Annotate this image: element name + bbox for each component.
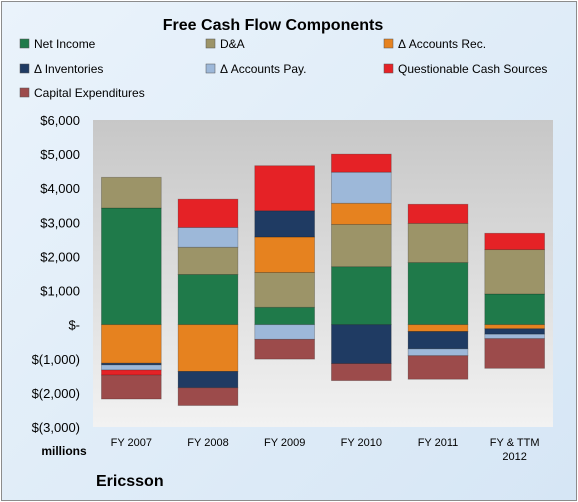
legend-d-a-swatch bbox=[205, 38, 216, 49]
chart-title: Free Cash Flow Components bbox=[163, 17, 384, 34]
x-axis: FY 2007 FY 2008 FY 2009 FY 2010 FY 2011 FY & … bbox=[111, 437, 540, 463]
bar-segment-accounts-rec bbox=[331, 202, 392, 225]
legend-d-a-label: D&A bbox=[220, 37, 245, 51]
bar-segment-questionable-cash-sources bbox=[331, 153, 392, 173]
bar-segment-net-income bbox=[407, 262, 469, 326]
bar-segment-inventories bbox=[331, 324, 392, 364]
legend-inventories-label: Δ Inventories bbox=[34, 62, 103, 76]
bar-segment-accounts-pay bbox=[254, 324, 315, 340]
legend-questionable-cash-sources-swatch bbox=[383, 63, 394, 74]
y-tick-label: $(3,000) bbox=[32, 420, 80, 435]
y-tick-label: $6,000 bbox=[40, 113, 80, 128]
x-tick-label: FY 2009 bbox=[264, 437, 305, 449]
bar-segment-d-a bbox=[101, 176, 162, 209]
bar-segment-d-a bbox=[407, 222, 469, 263]
bar-segment-d-a bbox=[484, 249, 545, 295]
legend-questionable-cash-sources-label: Questionable Cash Sources bbox=[398, 62, 547, 76]
bar-segment-d-a bbox=[177, 246, 239, 275]
legend-accounts-pay-label: Δ Accounts Pay. bbox=[220, 62, 307, 76]
x-tick-label: FY & TTM bbox=[490, 437, 540, 449]
y-tick-label: $(1,000) bbox=[32, 352, 80, 367]
legend-net-income-swatch bbox=[19, 38, 30, 49]
legend-accounts-pay-swatch bbox=[205, 63, 216, 74]
bar-segment-questionable-cash-sources bbox=[254, 165, 315, 212]
bar-segment-capital-expenditures bbox=[101, 374, 162, 400]
bar-segment-questionable-cash-sources bbox=[484, 232, 545, 251]
bar-segment-accounts-pay bbox=[101, 364, 162, 371]
bar-segment-capital-expenditures bbox=[254, 338, 315, 360]
legend-capital-expenditures-label: Capital Expenditures bbox=[34, 86, 145, 100]
bar-segment-accounts-pay bbox=[484, 333, 545, 340]
bar-segment-accounts-rec bbox=[407, 324, 469, 332]
bar-segment-inventories bbox=[407, 331, 469, 350]
y-tick-label: $- bbox=[68, 318, 80, 333]
bar-segment-capital-expenditures bbox=[484, 338, 545, 369]
bar-segment-inventories bbox=[484, 328, 545, 335]
plot-area bbox=[93, 120, 553, 427]
x-tick-label: FY 2010 bbox=[341, 437, 382, 449]
x-tick-label: FY 2007 bbox=[111, 437, 152, 449]
company-label: Ericsson bbox=[96, 473, 164, 490]
y-tick-label: $2,000 bbox=[40, 249, 80, 264]
unit-label: millions bbox=[41, 444, 87, 458]
bar-segment-accounts-rec bbox=[254, 236, 315, 273]
y-tick-label: $(2,000) bbox=[32, 386, 80, 401]
bar-segment-accounts-rec bbox=[177, 324, 239, 372]
legend-net-income-label: Net Income bbox=[34, 37, 96, 51]
bar-segment-d-a bbox=[331, 223, 392, 268]
bar-segment-accounts-pay bbox=[407, 348, 469, 357]
legend-inventories-swatch bbox=[19, 63, 30, 74]
legend-accounts-rec-label: Δ Accounts Rec. bbox=[398, 37, 486, 51]
bar-segment-accounts-pay bbox=[331, 171, 392, 204]
y-tick-label: $4,000 bbox=[40, 181, 80, 196]
legend-capital-expenditures-swatch bbox=[19, 87, 30, 98]
bars bbox=[101, 153, 545, 406]
bar-segment-net-income bbox=[101, 207, 162, 326]
bar-segment-questionable-cash-sources bbox=[407, 203, 469, 224]
bar-segment-net-income bbox=[331, 266, 392, 326]
bar-segment-capital-expenditures bbox=[177, 387, 239, 406]
legend: Net Income D&A Δ Accounts Rec. Δ Inventorie… bbox=[19, 37, 547, 100]
legend-accounts-rec-swatch bbox=[383, 38, 394, 49]
bar-segment-questionable-cash-sources bbox=[177, 198, 239, 228]
x-tick-label: 2012 bbox=[502, 451, 526, 463]
y-tick-label: $5,000 bbox=[40, 147, 80, 162]
x-tick-label: FY 2008 bbox=[187, 437, 228, 449]
bar-segment-capital-expenditures bbox=[407, 355, 469, 380]
x-tick-label: FY 2011 bbox=[418, 437, 459, 449]
bar-segment-net-income bbox=[177, 274, 239, 326]
bar-segment-questionable-cash-sources bbox=[101, 369, 162, 376]
bar-segment-d-a bbox=[254, 272, 315, 308]
bar-segment-capital-expenditures bbox=[331, 363, 392, 382]
bar-segment-inventories bbox=[177, 370, 239, 389]
bar-segment-accounts-pay bbox=[177, 227, 239, 248]
y-tick-label: $3,000 bbox=[40, 215, 80, 230]
bar-segment-inventories bbox=[254, 210, 315, 238]
y-axis: $6,000 $5,000 $4,000 $3,000 $2,000 $1,000 $- $(… bbox=[32, 113, 80, 435]
bar-segment-accounts-rec bbox=[101, 324, 162, 364]
bar-segment-net-income bbox=[254, 306, 315, 326]
bar-segment-accounts-rec bbox=[484, 324, 545, 330]
y-tick-label: $1,000 bbox=[40, 284, 80, 299]
bar-segment-net-income bbox=[484, 293, 545, 326]
